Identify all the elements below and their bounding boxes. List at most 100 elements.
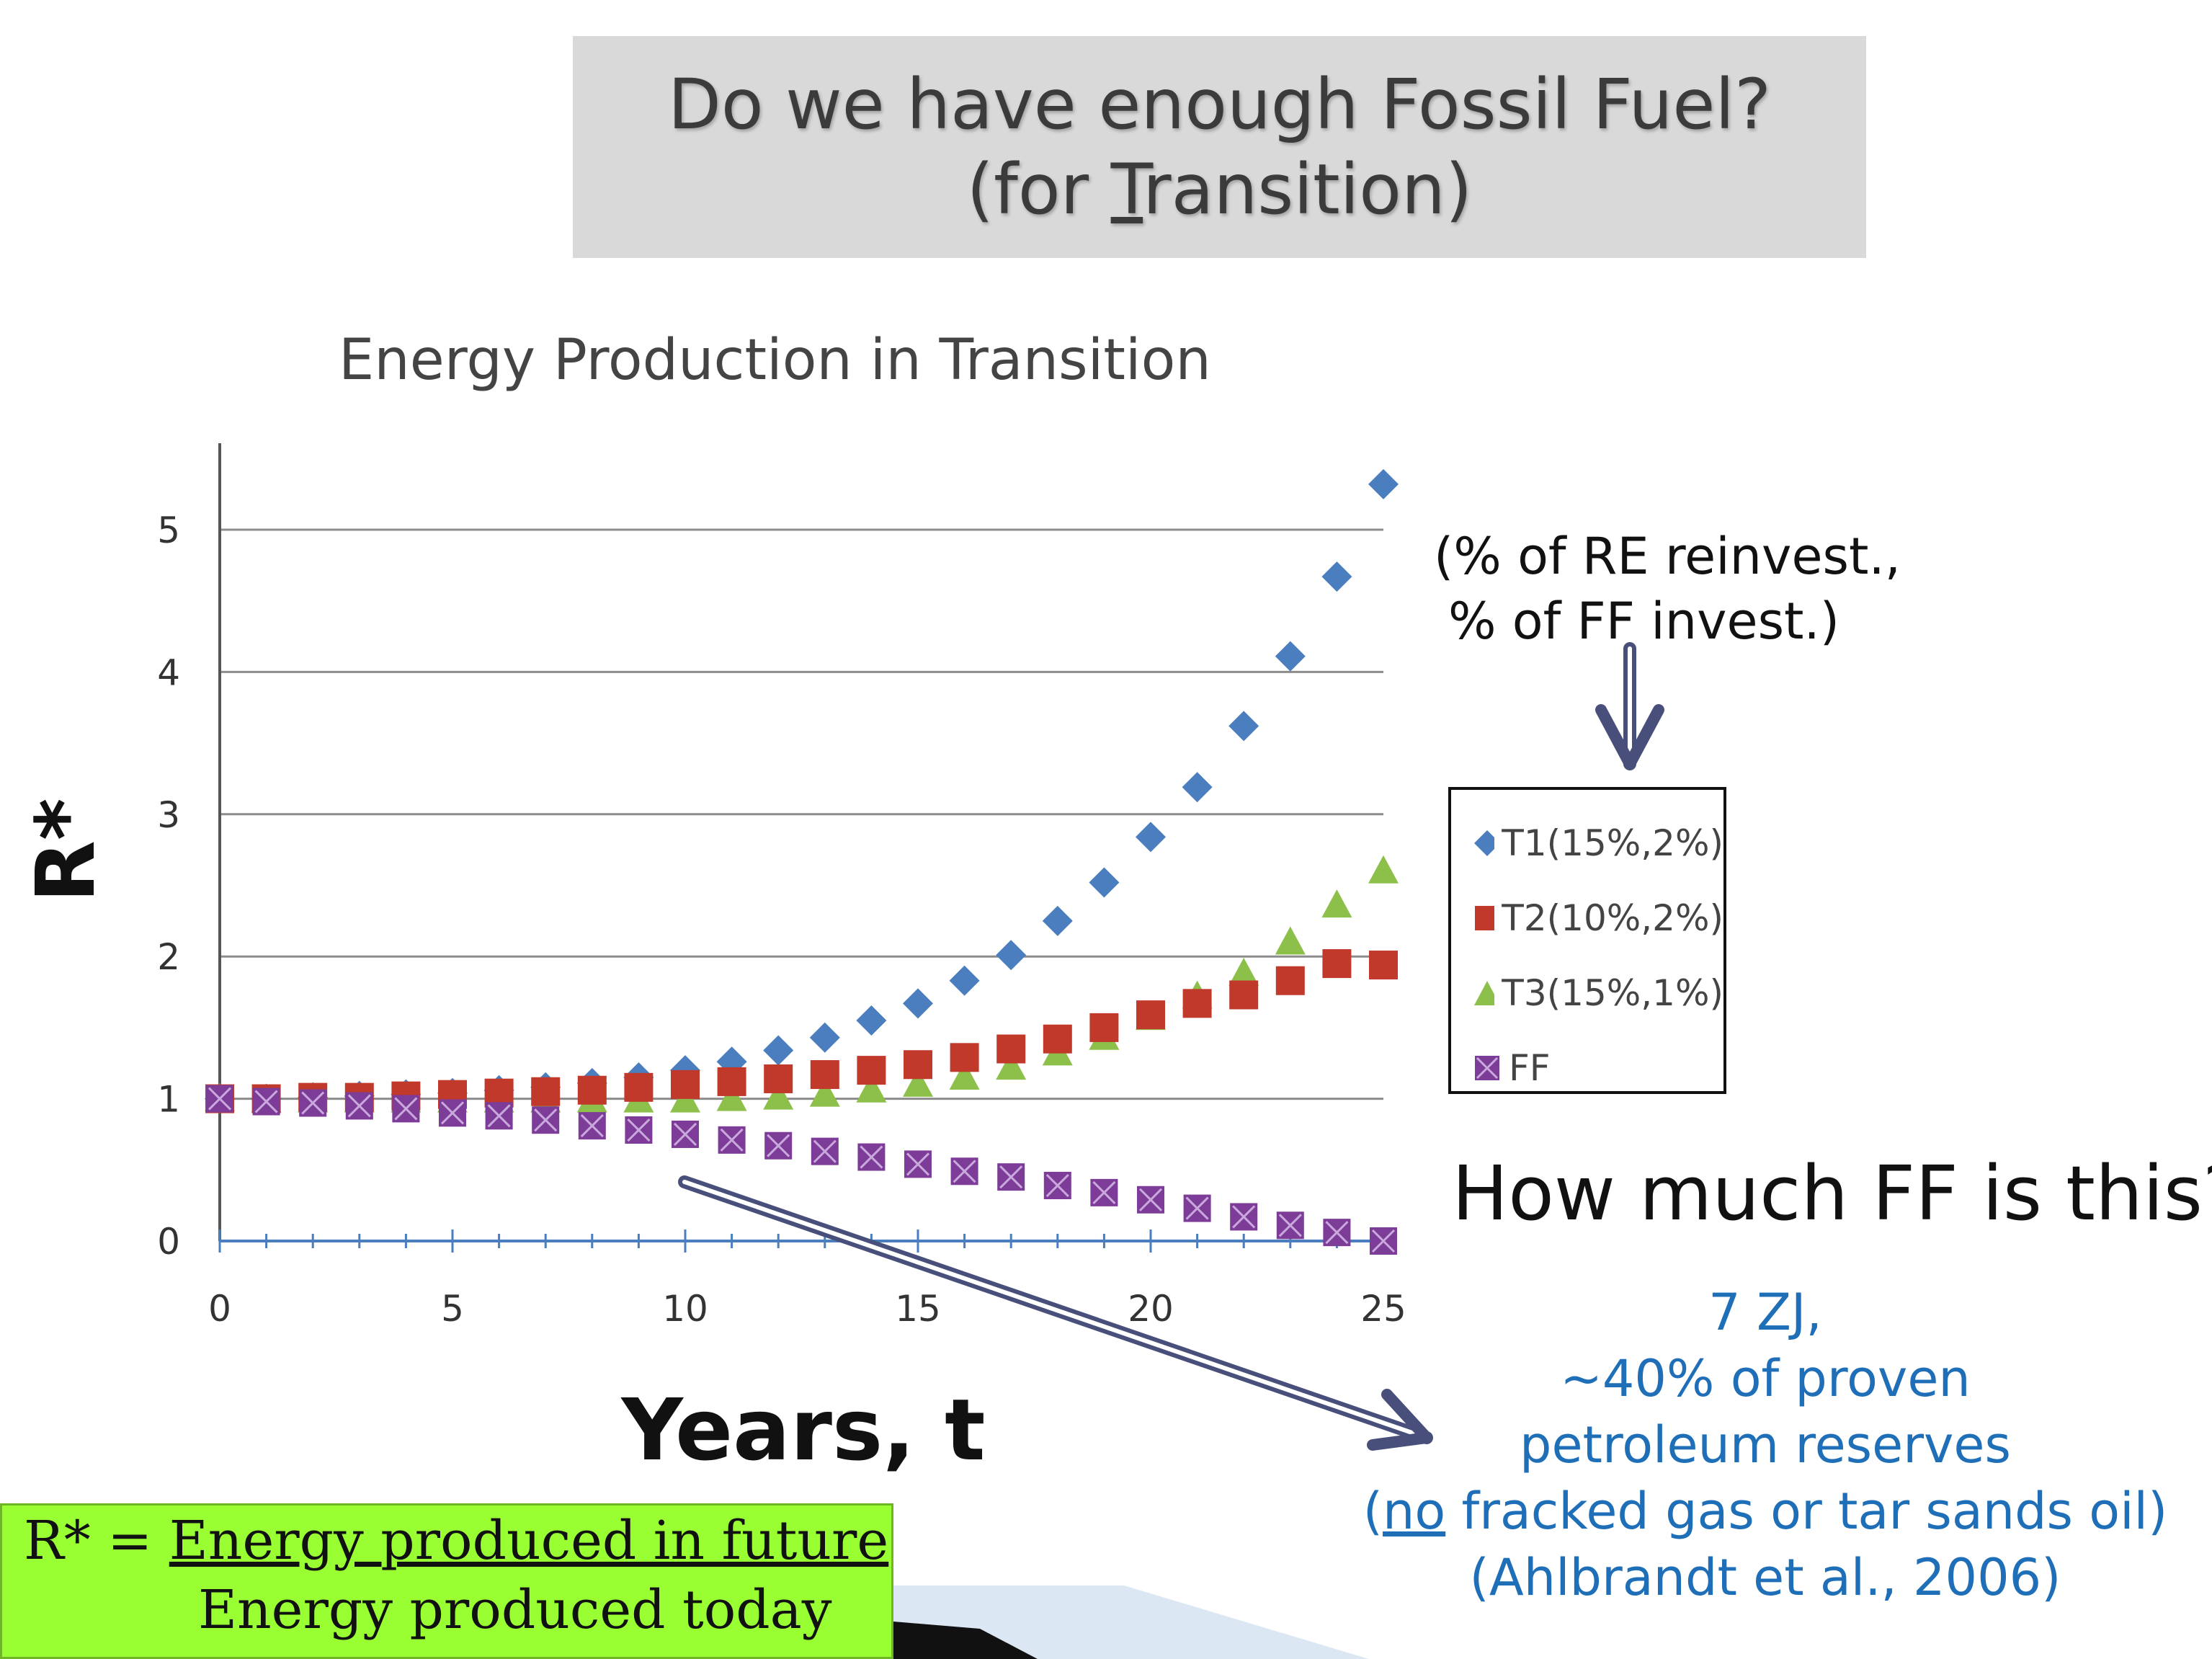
data-point-square-x (1370, 1227, 1397, 1255)
data-point-diamond (856, 1005, 887, 1036)
data-point-square-x (1183, 1194, 1211, 1222)
data-point-square-x (857, 1143, 886, 1171)
data-point-square (1229, 980, 1259, 1010)
data-point-square (1275, 966, 1305, 995)
data-point-diamond (949, 965, 980, 996)
data-point-square (764, 1064, 793, 1093)
answer-line4-rest: fracked gas or tar sands oil) (1445, 1482, 2168, 1541)
data-point-square (810, 1060, 839, 1090)
x-tick-label: 0 (208, 1288, 231, 1330)
arrow-down-to-legend (1595, 642, 1664, 770)
legend-square-x-icon (1475, 1056, 1499, 1080)
x-tick-label: 10 (662, 1288, 708, 1330)
data-point-triangle (1321, 889, 1352, 918)
legend-item-t1: T1(15%,2%) (1473, 806, 1723, 881)
answer-line4: (no fracked gas or tar sands oil) (1333, 1478, 2198, 1544)
data-point-square (857, 1056, 886, 1085)
data-point-diamond (809, 1022, 840, 1053)
data-point-square-x (532, 1106, 560, 1134)
data-point-square (1369, 951, 1398, 980)
data-point-triangle (949, 1061, 980, 1090)
x-tick-label: 5 (441, 1288, 464, 1330)
legend-label-t3: T3(15%,1%) (1502, 972, 1723, 1014)
y-tick-label: 5 (157, 510, 180, 551)
data-point-square (1322, 949, 1352, 979)
arrow-to-answer (678, 1175, 1433, 1451)
data-point-square (717, 1067, 746, 1096)
data-point-square-x (485, 1102, 513, 1130)
data-point-square (1182, 989, 1212, 1018)
x-tick-label: 25 (1360, 1288, 1406, 1330)
data-point-square (577, 1075, 607, 1105)
definition-numerator-line: R* = Energy produced in future (24, 1510, 888, 1572)
data-point-square-x (625, 1116, 653, 1144)
tick-labels: 0 1 2 3 4 5 0 5 10 15 20 25 (157, 510, 1406, 1330)
legend-item-ff: FF (1473, 1031, 1723, 1106)
data-point-square-x (252, 1088, 280, 1116)
answer-line2: ~40% of proven (1560, 1349, 1971, 1408)
data-point-square (996, 1034, 1026, 1064)
data-point-diamond (1136, 822, 1166, 853)
definition-numerator: Energy produced in future (169, 1510, 889, 1572)
title-line2-pre: (for (966, 149, 1111, 230)
question-text: How much FF is this? (1452, 1149, 2212, 1237)
gridlines (220, 528, 1383, 1100)
legend-triangle-icon (1474, 981, 1495, 1005)
data-point-diamond (763, 1035, 794, 1066)
footer-wedge-light (893, 1585, 1369, 1659)
data-point-square-x (811, 1137, 839, 1165)
data-point-square (1136, 1000, 1165, 1030)
data-point-triangle (903, 1068, 933, 1097)
slide-title-box: Do we have enough Fossil Fuel? (for Tran… (573, 36, 1866, 258)
title-line2-post: ransition) (1143, 149, 1473, 230)
legend-item-t2: T2(10%,2%) (1473, 881, 1723, 956)
answer-line3: petroleum reserves (1520, 1415, 2011, 1475)
legend-square-icon (1475, 906, 1495, 930)
data-point-square (904, 1050, 932, 1080)
data-point-triangle (1275, 926, 1306, 955)
y-tick-label: 4 (157, 651, 180, 693)
axes (218, 443, 1385, 1253)
legend-label-t1: T1(15%,2%) (1502, 822, 1723, 864)
data-point-square-x (718, 1126, 746, 1154)
data-point-square-x (299, 1089, 327, 1117)
x-tick-label: 15 (895, 1288, 941, 1330)
answer-block: 7 ZJ, ~40% of proven petroleum reserves … (1333, 1279, 2198, 1611)
legend-diamond-icon (1474, 830, 1495, 856)
title-line2-underlined: T (1110, 149, 1143, 230)
data-point-square-x (345, 1092, 373, 1120)
answer-line4-underlined: no (1383, 1482, 1446, 1541)
note-line1: (% of RE reinvest., (1434, 527, 1901, 586)
chart-legend: T1(15%,2%) T2(10%,2%) T3(15%,1%) FF (1448, 787, 1726, 1094)
definition-box: R* = Energy produced in future Energy pr… (0, 1503, 893, 1659)
data-point-square (1043, 1024, 1072, 1054)
data-point-triangle (1368, 855, 1399, 884)
answer-line4-open: ( (1363, 1482, 1383, 1541)
y-tick-label: 2 (157, 936, 180, 978)
data-point-diamond (1089, 867, 1120, 898)
definition-lhs: R* = (24, 1510, 169, 1572)
data-point-square (671, 1069, 700, 1099)
data-point-diamond (1228, 711, 1259, 742)
data-point-triangle (1228, 957, 1259, 986)
data-point-square-x (1323, 1219, 1351, 1247)
data-point-diamond (1321, 561, 1352, 592)
data-point-square-x (997, 1163, 1025, 1191)
data-point-square-x (206, 1085, 233, 1113)
data-point-square-x (439, 1099, 466, 1127)
data-point-diamond (1182, 772, 1213, 803)
data-point-triangle (716, 1082, 747, 1111)
data-point-diamond (1368, 468, 1399, 499)
y-tick-label: 1 (157, 1079, 180, 1121)
legend-label-t2: T2(10%,2%) (1502, 897, 1723, 939)
data-point-square-x (950, 1157, 978, 1186)
y-tick-label: 0 (157, 1221, 180, 1263)
y-tick-label: 3 (157, 794, 180, 836)
data-point-square-x (1043, 1172, 1071, 1200)
data-point-diamond (996, 940, 1027, 971)
data-point-square-x (1230, 1203, 1258, 1231)
answer-line5: (Ahlbrandt et al., 2006) (1469, 1548, 2061, 1607)
data-point-triangle (763, 1081, 794, 1110)
